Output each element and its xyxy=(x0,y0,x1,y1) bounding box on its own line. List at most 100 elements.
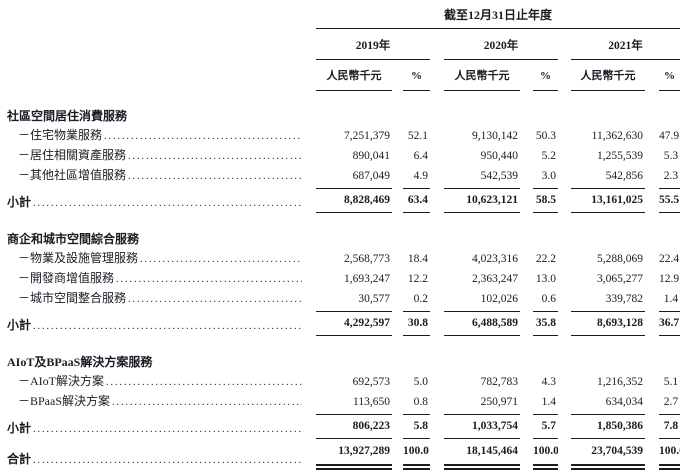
year-header-2020: 2020年 xyxy=(444,28,558,60)
amount-header-2020: 人民幣千元 xyxy=(444,59,520,91)
section-title: AIoT及BPaaS解決方案服務 xyxy=(7,355,153,369)
amount-2020: 4,023,316 xyxy=(472,253,518,265)
row-other-community-vas: －其他社區增值服務 687,049 4.9 542,539 3.0 542,85… xyxy=(0,166,680,186)
row-label: －居住相關資產服務 xyxy=(18,148,127,162)
column-header-row: 人民幣千元 % 人民幣千元 % 人民幣千元 % xyxy=(0,59,681,91)
pct-2019: 18.4 xyxy=(407,253,428,265)
subtotal-label: 小計 xyxy=(7,421,32,435)
pct-2021: 12.9 xyxy=(659,273,680,285)
pct-2019: 5.8 xyxy=(403,414,430,439)
dot-leader xyxy=(31,420,302,439)
amount-header-2019: 人民幣千元 xyxy=(316,59,392,91)
pct-2020: 100.0 xyxy=(533,442,558,470)
amount-2020: 250,971 xyxy=(480,396,518,408)
amount-2019: 692,573 xyxy=(352,376,390,388)
amount-2021: 634,034 xyxy=(605,396,643,408)
pct-2021: 36.7 xyxy=(659,311,681,336)
amount-2021: 1,850,386 xyxy=(571,414,645,439)
amount-2021: 8,693,128 xyxy=(571,311,645,336)
amount-2021: 11,362,630 xyxy=(591,130,643,142)
amount-2019: 13,927,289 xyxy=(316,442,392,470)
pct-2021: 47.9 xyxy=(659,130,680,142)
amount-2020: 18,145,464 xyxy=(444,442,520,470)
pct-2019: 100.0 xyxy=(403,442,430,470)
pct-2020: 50.3 xyxy=(535,130,556,142)
row-living-related-asset-services: －居住相關資產服務 890,041 6.4 950,440 5.2 1,255,… xyxy=(0,146,680,166)
amount-2019: 890,041 xyxy=(352,150,390,162)
amount-2020: 10,623,121 xyxy=(444,188,520,213)
amount-2021: 13,161,025 xyxy=(571,188,645,213)
pct-2020: 3.0 xyxy=(541,170,556,182)
subtotal-row-community-living: 小計 8,828,469 63.4 10,623,121 58.5 13,161… xyxy=(0,186,681,216)
subtotal-row-aiot-bpaas: 小計 806,223 5.8 1,033,754 5.7 1,850,386 7… xyxy=(0,412,681,442)
subtotal-label: 小計 xyxy=(7,195,32,209)
pct-2019: 0.2 xyxy=(413,293,428,305)
pct-2019: 6.4 xyxy=(413,150,428,162)
subtotal-row-commercial-urban: 小計 4,292,597 30.8 6,488,589 35.8 8,693,1… xyxy=(0,309,681,339)
dot-leader xyxy=(126,290,302,309)
row-label: －BPaaS解決方案 xyxy=(18,394,111,408)
dot-leader xyxy=(138,250,302,269)
dot-leader xyxy=(126,147,302,166)
pct-2021: 55.5 xyxy=(659,188,681,213)
section-title: 社區空間居住消費服務 xyxy=(7,109,128,123)
percent-header-2019: % xyxy=(403,59,430,91)
year-header-2021: 2021年 xyxy=(571,28,681,60)
section-header-commercial-urban: 商企和城市空間綜合服務 xyxy=(0,216,680,249)
row-city-space-integration: －城市空間整合服務 30,577 0.2 102,026 0.6 339,782… xyxy=(0,289,680,309)
row-label: －城市空間整合服務 xyxy=(18,291,127,305)
row-label: －開發商增值服務 xyxy=(18,271,115,285)
pct-2019: 4.9 xyxy=(413,170,428,182)
row-developer-vas: －開發商增值服務 1,693,247 12.2 2,363,247 13.0 3… xyxy=(0,269,680,289)
dot-leader xyxy=(31,194,302,213)
section-title: 商企和城市空間綜合服務 xyxy=(7,232,140,246)
pct-2020: 0.6 xyxy=(541,293,556,305)
dot-leader xyxy=(104,373,302,392)
total-label: 合計 xyxy=(7,452,32,466)
amount-2020: 1,033,754 xyxy=(444,414,520,439)
percent-header-2021: % xyxy=(659,59,681,91)
pct-2020: 22.2 xyxy=(535,253,556,265)
amount-2019: 2,568,773 xyxy=(344,253,390,265)
pct-2021: 5.3 xyxy=(663,150,679,162)
row-bpaas-solutions: －BPaaS解決方案 113,650 0.8 250,971 1.4 634,0… xyxy=(0,392,680,412)
pct-2021: 2.7 xyxy=(663,396,679,408)
dot-leader xyxy=(110,393,302,412)
amount-2020: 2,363,247 xyxy=(472,273,518,285)
dot-leader xyxy=(126,167,302,186)
pct-2019: 63.4 xyxy=(403,188,430,213)
dot-leader xyxy=(102,127,302,146)
percent-header-2020: % xyxy=(533,59,558,91)
row-label: －物業及設施管理服務 xyxy=(18,251,139,265)
pct-2020: 4.3 xyxy=(541,376,556,388)
amount-2021: 3,065,277 xyxy=(597,273,643,285)
row-property-facility-management: －物業及設施管理服務 2,568,773 18.4 4,023,316 22.2… xyxy=(0,249,680,269)
pct-2020: 5.2 xyxy=(541,150,556,162)
pct-2019: 12.2 xyxy=(407,273,428,285)
pct-2021: 22.4 xyxy=(659,253,680,265)
subtotal-label: 小計 xyxy=(7,318,32,332)
pct-2020: 35.8 xyxy=(533,311,558,336)
row-residential-property-services: －住宅物業服務 7,251,379 52.1 9,130,142 50.3 11… xyxy=(0,126,680,146)
pct-2020: 58.5 xyxy=(533,188,558,213)
amount-2020: 950,440 xyxy=(480,150,518,162)
amount-2020: 6,488,589 xyxy=(444,311,520,336)
row-label: －住宅物業服務 xyxy=(18,128,103,142)
amount-2019: 30,577 xyxy=(358,293,390,305)
dot-leader xyxy=(31,317,302,336)
dot-leader xyxy=(114,270,302,289)
amount-2021: 5,288,069 xyxy=(597,253,643,265)
section-header-community-living: 社區空間居住消費服務 xyxy=(0,91,680,127)
amount-2020: 102,026 xyxy=(480,293,518,305)
amount-2021: 542,856 xyxy=(605,170,643,182)
pct-2021: 100.0 xyxy=(659,442,681,470)
pct-2019: 52.1 xyxy=(407,130,428,142)
row-label: －其他社區增值服務 xyxy=(18,168,127,182)
year-header-row: 2019年 2020年 2021年 xyxy=(0,28,681,60)
amount-2021: 1,255,539 xyxy=(597,150,643,162)
amount-2019: 7,251,379 xyxy=(344,130,390,142)
amount-2019: 113,650 xyxy=(353,396,390,408)
amount-2021: 23,704,539 xyxy=(571,442,645,470)
section-header-aiot-bpaas: AIoT及BPaaS解決方案服務 xyxy=(0,339,680,372)
pct-2019: 0.8 xyxy=(413,396,428,408)
